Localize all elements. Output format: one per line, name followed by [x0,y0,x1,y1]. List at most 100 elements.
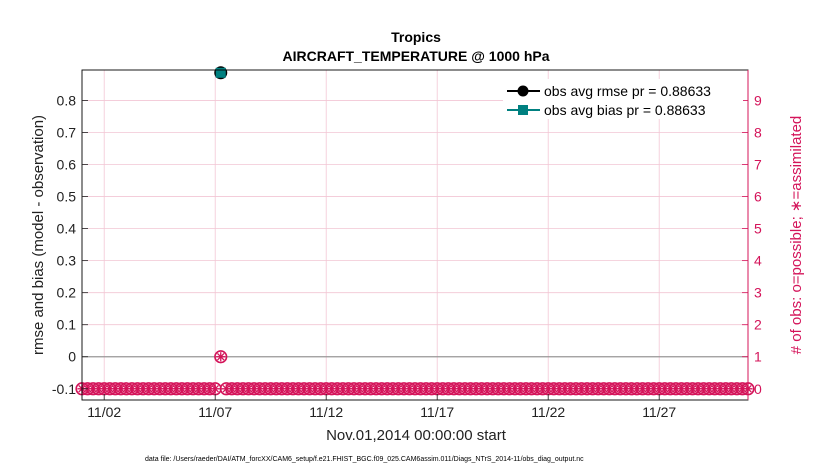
star-stroke [599,385,608,393]
star-stroke [333,385,342,393]
obs-assimilated-point-68 [454,384,464,394]
y-tick-label-4: 0.3 [57,253,77,269]
obs-assimilated-point-53 [371,384,381,394]
star-stroke [699,385,708,393]
legend-bias-label: obs avg bias pr = 0.88633 [544,102,706,118]
star-stroke [294,385,303,393]
star-stroke [538,385,547,393]
star-stroke [505,385,514,393]
star-stroke [283,385,292,393]
star-stroke [350,385,358,393]
obs-assimilated-point-19 [182,384,193,394]
legend-bias-marker [518,105,528,115]
axes: -0.1 0 0.1 0.2 0.3 0.4 0.5 0.6 0.7 0.8 0 1 2 3 4 5 6 7 8 9 1… [52,70,762,420]
star-stroke [450,385,458,393]
star-stroke [233,385,242,393]
star-stroke [266,385,275,393]
star-stroke [422,385,430,393]
star-stroke [355,385,364,393]
obs-assimilated-point-33 [260,384,270,394]
chart-subtitle: AIRCRAFT_TEMPERATURE @ 1000 hPa [283,48,550,64]
star-stroke [278,385,286,393]
star-stroke [339,385,347,393]
y2-tick-label-9: 9 [754,92,762,108]
obs-assimilated-point-107 [671,384,681,394]
star-stroke [605,385,614,393]
star-stroke [216,352,225,361]
star-stroke [361,385,369,393]
star-stroke [611,385,619,393]
star-stroke [89,385,97,393]
star-stroke [644,385,652,393]
star-stroke [411,385,419,393]
star-stroke [366,385,375,393]
star-stroke [488,385,497,393]
star-stroke [477,385,486,393]
y-tick-label-1: 0 [68,349,76,365]
y-tick-label-0: -0.1 [52,381,76,397]
x-tick-label-3: 11/17 [420,404,454,420]
obs-assimilated-point-2 [88,384,98,394]
star-stroke [522,385,530,393]
star-stroke [405,385,414,393]
star-stroke [594,385,602,393]
star-stroke [561,385,569,393]
star-stroke [228,385,236,393]
star-stroke [205,385,214,393]
star-stroke [161,385,170,393]
star-stroke [327,385,336,393]
star-stroke [105,385,114,393]
star-stroke [655,385,663,393]
x-tick-label-5: 11/27 [642,404,676,420]
obs-assimilated-point-116 [721,384,731,394]
legend-box [503,79,743,119]
obs-assimilated-point-56 [388,384,398,394]
star-stroke [117,385,125,393]
star-stroke [94,385,103,393]
star-stroke [672,385,680,393]
star-stroke [305,385,314,393]
obs-assimilated-point-47 [338,384,348,394]
y2-tick-label-3: 3 [754,285,762,301]
star-stroke [344,385,353,393]
obs-assimilated-point-21 [193,384,204,394]
star-stroke [377,385,386,393]
obs-assimilated-point-17 [171,384,181,394]
star-stroke [544,385,552,393]
obs-assimilated-point-85 [549,384,559,394]
star-stroke [155,385,164,393]
star-stroke [250,385,258,393]
star-stroke [438,385,447,393]
y-axis-label: rmse and bias (model - observation) [30,115,47,355]
x-tick-label-4: 11/22 [531,404,565,420]
x-axis-label: Nov.01,2014 00:00:00 start [326,427,507,444]
star-stroke [316,385,325,393]
legend-rmse-marker [517,85,529,97]
star-stroke [555,385,564,393]
star-stroke [122,385,131,393]
star-stroke [133,385,142,393]
star-stroke [716,385,725,393]
star-stroke [677,385,686,393]
star-stroke [200,385,208,393]
star-stroke [494,385,503,393]
star-stroke [588,385,597,393]
star-stroke [444,385,453,393]
obs-assimilated-point-82 [532,384,542,394]
star-stroke [261,385,269,393]
y-tick-label-9: 0.8 [57,92,77,108]
plot-frame [81,69,749,401]
star-stroke [416,385,425,393]
legend-rmse-label: obs avg rmse pr = 0.88633 [544,83,711,99]
y2-tick-label-7: 7 [754,157,762,173]
star-stroke [638,385,647,393]
obs-assimilated-point-29 [238,384,248,394]
star-stroke [322,385,330,393]
x-tick-label-2: 11/12 [309,404,343,420]
star-stroke [527,385,536,393]
star-stroke [633,385,641,393]
star-stroke [500,385,508,393]
grid [82,70,748,400]
star-stroke [511,385,519,393]
obs-assimilated-point-109 [682,384,692,394]
